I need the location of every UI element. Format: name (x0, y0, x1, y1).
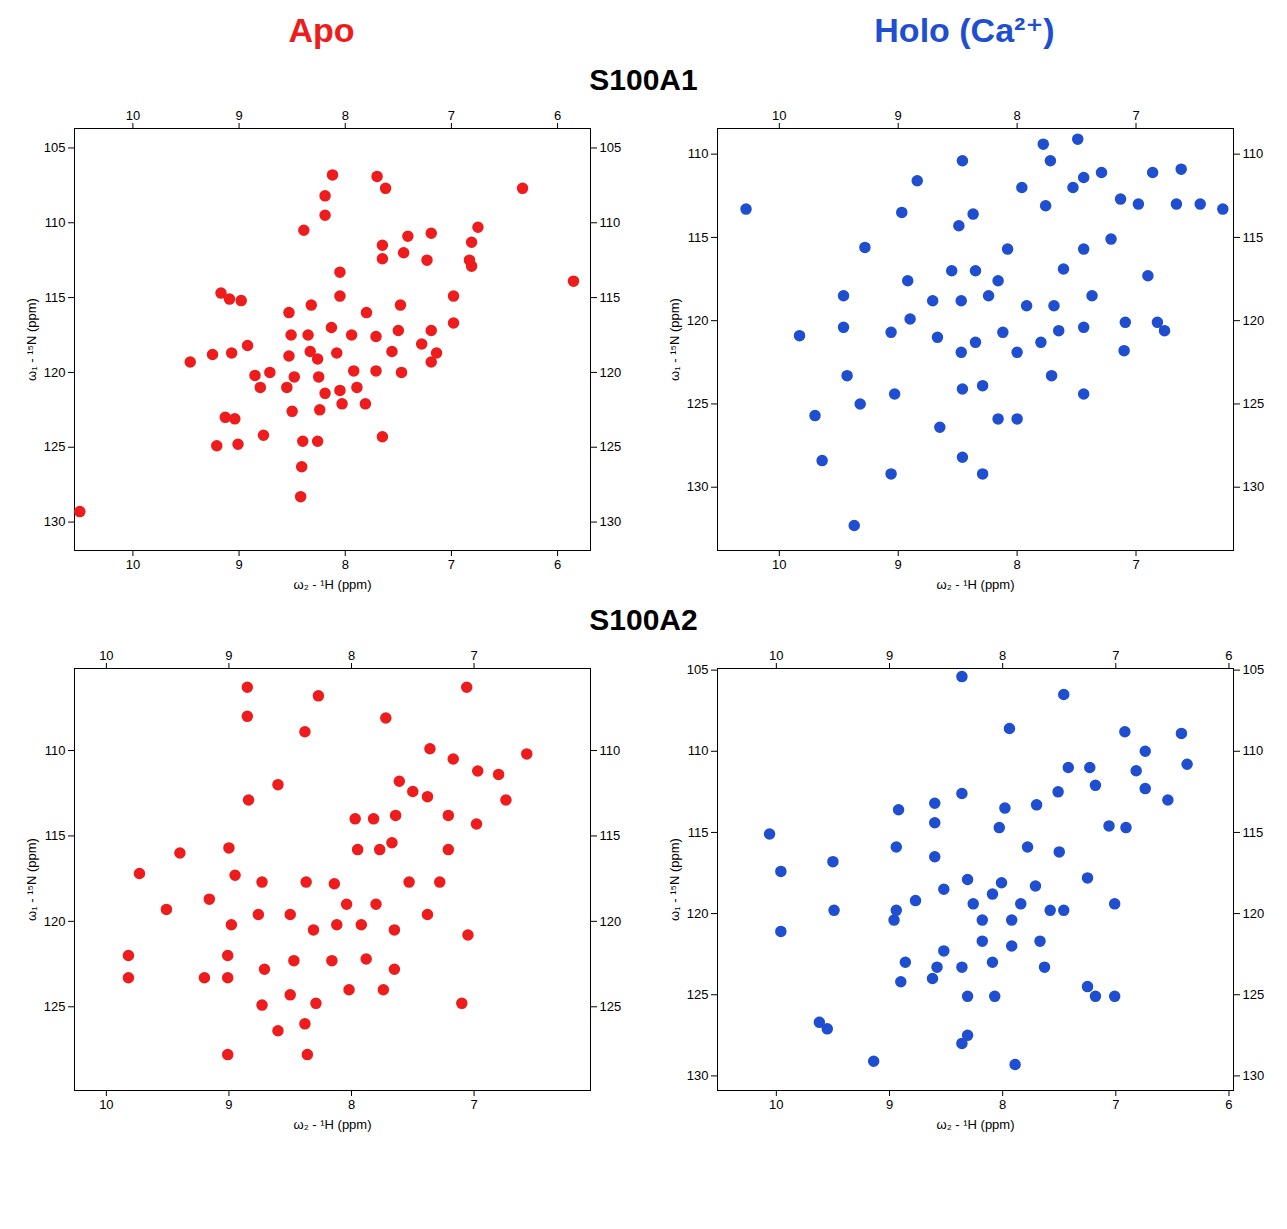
svg-text:105: 105 (599, 140, 621, 155)
svg-text:110: 110 (1242, 146, 1263, 161)
svg-text:9: 9 (235, 108, 242, 123)
svg-text:ω₁ - ¹⁵N (ppm): ω₁ - ¹⁵N (ppm) (23, 298, 38, 381)
svg-text:115: 115 (1242, 230, 1263, 245)
svg-text:10: 10 (125, 557, 139, 572)
html-text:S100A1: S100A1 (589, 63, 698, 96)
svg-text:120: 120 (599, 365, 621, 380)
html-text:Holo (Ca²⁺): Holo (Ca²⁺) (874, 11, 1055, 49)
svg-text:125: 125 (43, 999, 65, 1014)
svg-text:7: 7 (447, 108, 454, 123)
svg-text:9: 9 (225, 1097, 232, 1112)
svg-text:7: 7 (470, 1097, 477, 1112)
svg-text:7: 7 (1132, 108, 1139, 123)
svg-text:115: 115 (1242, 825, 1263, 840)
svg-text:120: 120 (43, 365, 65, 380)
svg-text:130: 130 (1242, 479, 1264, 494)
svg-text:ω₁ - ¹⁵N (ppm): ω₁ - ¹⁵N (ppm) (666, 838, 681, 921)
svg-text:8: 8 (341, 557, 348, 572)
svg-text:8: 8 (999, 1097, 1006, 1112)
svg-text:110: 110 (1242, 743, 1263, 758)
svg-text:115: 115 (687, 825, 708, 840)
svg-text:8: 8 (999, 648, 1006, 663)
svg-text:ω₁ - ¹⁵N (ppm): ω₁ - ¹⁵N (ppm) (666, 298, 681, 381)
svg-text:105: 105 (43, 140, 65, 155)
svg-text:ω₂ - ¹H (ppm): ω₂ - ¹H (ppm) (293, 577, 371, 592)
svg-text:9: 9 (885, 648, 892, 663)
svg-text:130: 130 (686, 1068, 708, 1083)
svg-text:ω₂ - ¹H (ppm): ω₂ - ¹H (ppm) (936, 577, 1014, 592)
svg-text:125: 125 (686, 987, 708, 1002)
svg-text:110: 110 (44, 743, 65, 758)
svg-text:10: 10 (769, 648, 783, 663)
svg-text:7: 7 (1132, 557, 1139, 572)
svg-text:115: 115 (599, 828, 620, 843)
svg-text:7: 7 (1112, 648, 1119, 663)
svg-text:125: 125 (599, 439, 621, 454)
svg-text:125: 125 (43, 439, 65, 454)
svg-text:8: 8 (1013, 108, 1020, 123)
svg-text:130: 130 (686, 479, 708, 494)
svg-text:7: 7 (1112, 1097, 1119, 1112)
svg-text:120: 120 (686, 906, 708, 921)
svg-text:ω₂ - ¹H (ppm): ω₂ - ¹H (ppm) (936, 1117, 1014, 1132)
svg-text:115: 115 (44, 828, 65, 843)
svg-text:110: 110 (687, 743, 708, 758)
svg-text:120: 120 (1242, 906, 1264, 921)
svg-text:125: 125 (686, 396, 708, 411)
svg-text:ω₂ - ¹H (ppm): ω₂ - ¹H (ppm) (293, 1117, 371, 1132)
svg-text:10: 10 (99, 1097, 113, 1112)
svg-text:125: 125 (1242, 987, 1264, 1002)
svg-text:8: 8 (1013, 557, 1020, 572)
svg-text:130: 130 (1242, 1068, 1264, 1083)
svg-text:120: 120 (686, 313, 708, 328)
svg-text:6: 6 (553, 557, 560, 572)
html-text:Apo: Apo (288, 10, 355, 49)
svg-text:6: 6 (553, 108, 560, 123)
svg-text:115: 115 (599, 290, 620, 305)
svg-text:130: 130 (43, 514, 65, 529)
svg-text:110: 110 (599, 743, 620, 758)
svg-text:110: 110 (687, 146, 708, 161)
svg-text:120: 120 (43, 914, 65, 929)
svg-text:105: 105 (686, 662, 708, 677)
svg-text:ω₁ - ¹⁵N (ppm): ω₁ - ¹⁵N (ppm) (23, 838, 38, 921)
svg-text:115: 115 (687, 230, 708, 245)
svg-text:9: 9 (225, 648, 232, 663)
svg-text:8: 8 (347, 648, 354, 663)
svg-text:9: 9 (894, 108, 901, 123)
svg-text:6: 6 (1225, 648, 1232, 663)
svg-text:110: 110 (44, 215, 65, 230)
svg-text:10: 10 (769, 1097, 783, 1112)
svg-text:9: 9 (894, 557, 901, 572)
svg-text:120: 120 (1242, 313, 1264, 328)
svg-text:7: 7 (470, 648, 477, 663)
svg-text:8: 8 (347, 1097, 354, 1112)
svg-text:125: 125 (599, 999, 621, 1014)
svg-text:120: 120 (599, 914, 621, 929)
svg-text:7: 7 (447, 557, 454, 572)
svg-text:130: 130 (599, 514, 621, 529)
svg-text:9: 9 (235, 557, 242, 572)
svg-text:125: 125 (1242, 396, 1264, 411)
svg-text:115: 115 (44, 290, 65, 305)
svg-text:105: 105 (1242, 662, 1264, 677)
svg-text:8: 8 (341, 108, 348, 123)
svg-text:10: 10 (772, 108, 786, 123)
svg-text:110: 110 (599, 215, 620, 230)
svg-text:10: 10 (125, 108, 139, 123)
svg-text:6: 6 (1225, 1097, 1232, 1112)
svg-text:10: 10 (772, 557, 786, 572)
svg-text:10: 10 (99, 648, 113, 663)
svg-text:9: 9 (885, 1097, 892, 1112)
html-text:S100A2: S100A2 (589, 603, 698, 636)
